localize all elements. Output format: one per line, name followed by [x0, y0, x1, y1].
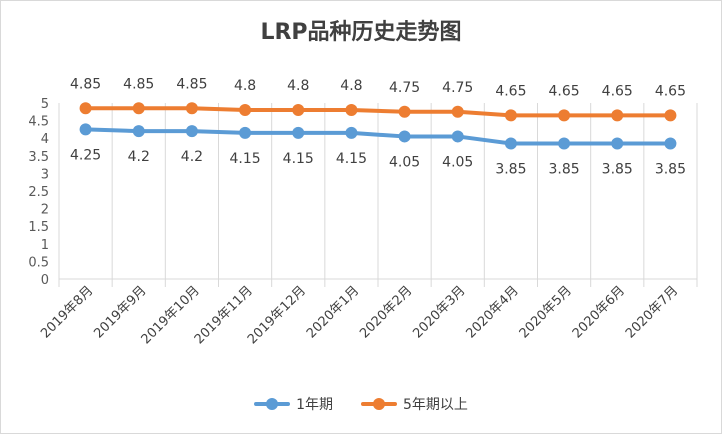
data-label: 4.15: [336, 151, 367, 167]
x-tick-label: 2020年7月: [623, 283, 681, 341]
legend: 1年期 5年期以上: [0, 394, 722, 414]
y-tick-label: 1.5: [28, 220, 49, 235]
y-tick-label: 4: [41, 132, 49, 147]
legend-label-1: 1年期: [296, 397, 333, 413]
data-point: [292, 126, 305, 139]
data-point: [79, 102, 92, 115]
x-tick-label: 2020年3月: [410, 283, 468, 341]
y-tick-label: 3: [41, 167, 49, 182]
chart-title: LRP品种历史走势图: [260, 20, 462, 45]
data-label: 4.25: [70, 147, 101, 163]
data-label: 3.85: [602, 161, 633, 177]
x-tick-label: 2019年8月: [38, 283, 96, 341]
data-label: 4.85: [123, 76, 154, 92]
legend-label-2: 5年期以上: [403, 397, 468, 413]
series-line-2: [85, 106, 671, 118]
y-tick-label: 3.5: [28, 150, 49, 165]
data-point: [185, 102, 198, 115]
data-label: 4.85: [176, 76, 207, 92]
data-point: [398, 105, 411, 118]
data-label: 4.85: [70, 76, 101, 92]
data-point: [504, 109, 517, 122]
data-label: 4.8: [340, 78, 362, 94]
x-tick-label: 2020年4月: [464, 283, 522, 341]
legend-item-1[interactable]: 1年期: [254, 394, 333, 414]
legend-item-2[interactable]: 5年期以上: [361, 394, 468, 414]
y-tick-label: 5: [41, 97, 49, 112]
x-tick-label: 2020年6月: [570, 283, 628, 341]
data-point: [345, 126, 358, 139]
y-tick-label: 4.5: [28, 115, 49, 130]
data-label: 3.85: [548, 161, 579, 177]
data-label: 4.2: [128, 149, 150, 165]
data-label: 3.85: [655, 161, 686, 177]
series-line-1: [85, 127, 671, 146]
data-point: [185, 125, 198, 138]
data-point: [504, 137, 517, 150]
data-label: 4.65: [495, 83, 526, 99]
y-tick-label: 0.5: [28, 255, 49, 270]
data-label: 4.15: [229, 151, 260, 167]
data-label: 4.75: [442, 80, 473, 96]
x-tick-label: 2020年1月: [304, 283, 362, 341]
data-label: 4.2: [181, 149, 203, 165]
x-tick-label: 2020年5月: [517, 283, 575, 341]
data-point: [558, 109, 571, 122]
data-point: [292, 104, 305, 117]
y-tick-label: 1: [41, 238, 49, 253]
data-label: 4.8: [234, 78, 256, 94]
data-point: [398, 130, 411, 143]
data-point: [345, 104, 358, 117]
data-point: [79, 123, 92, 136]
data-point: [239, 104, 252, 117]
data-label: 4.05: [442, 154, 473, 170]
data-label: 4.75: [389, 80, 420, 96]
data-label: 4.65: [548, 83, 579, 99]
data-label: 4.65: [655, 83, 686, 99]
data-label: 3.85: [495, 161, 526, 177]
legend-swatch-1: [254, 398, 291, 410]
data-point: [664, 137, 677, 150]
y-tick-label: 0: [41, 273, 49, 288]
data-label: 4.05: [389, 154, 420, 170]
x-tick-label: 2020年2月: [357, 283, 415, 341]
data-point: [239, 126, 252, 139]
y-tick-label: 2: [41, 203, 49, 218]
data-point: [132, 125, 145, 138]
data-label: 4.65: [602, 83, 633, 99]
x-tick-label: 2019年9月: [91, 283, 149, 341]
y-tick-label: 2.5: [28, 185, 49, 200]
data-point: [664, 109, 677, 122]
data-point: [611, 137, 624, 150]
data-point: [132, 102, 145, 115]
data-point: [451, 105, 464, 118]
data-point: [558, 137, 571, 150]
data-label: 4.8: [287, 78, 309, 94]
legend-swatch-2: [361, 398, 397, 410]
data-label: 4.15: [283, 151, 314, 167]
data-point: [611, 109, 624, 122]
data-point: [451, 130, 464, 143]
